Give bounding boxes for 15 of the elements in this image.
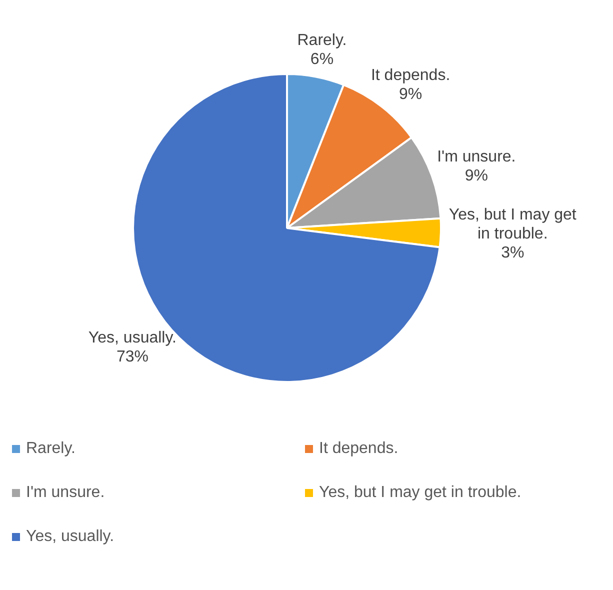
legend-label: Rarely. (26, 440, 76, 458)
data-label: 73% (116, 348, 148, 366)
legend-label: It depends. (319, 440, 398, 458)
legend-label: Yes, but I may get in trouble. (319, 484, 522, 502)
slice-label: Rarely. (297, 32, 347, 50)
data-label: 3% (501, 244, 524, 262)
legend-label: Yes, usually. (26, 528, 114, 546)
data-label: 9% (464, 168, 488, 185)
slice-label: It depends. (370, 66, 450, 84)
slice-label: I'm unsure. (437, 148, 516, 166)
legend-label: I'm unsure. (26, 484, 105, 502)
slice-label: Yes, but I may get in trouble. (448, 206, 577, 242)
data-label: 6% (310, 51, 334, 68)
slice-label: Yes, usually. (88, 330, 176, 347)
data-label: 9% (398, 86, 422, 103)
